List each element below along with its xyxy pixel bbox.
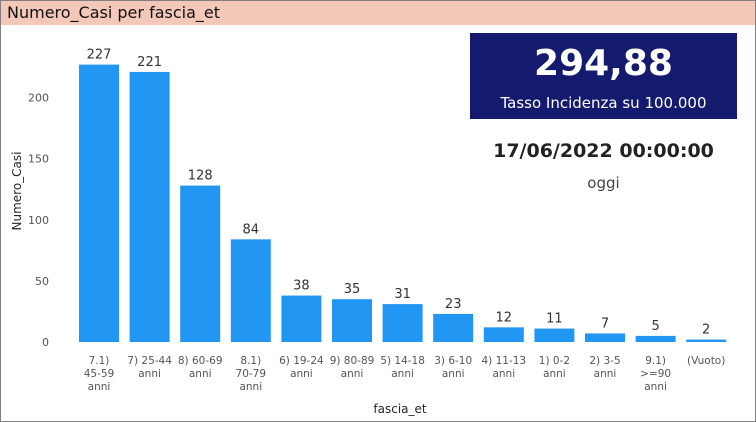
y-tick-label: 0 [42,336,49,349]
bar-value-label: 31 [394,287,411,302]
bar[interactable] [534,328,575,342]
bar[interactable] [483,327,524,342]
x-tick-label: 3) 6-10 anni [434,355,472,380]
bar[interactable] [332,299,372,342]
x-tick-label: 9.1) >=90 anni [640,355,671,393]
kpi-label: Tasso Incidenza su 100.000 [500,94,707,112]
bar-value-label: 38 [293,279,310,294]
bar-value-label: 7 [601,316,609,331]
x-tick-label: 6) 19-24 anni [279,355,324,380]
bar-series[interactable] [79,64,727,343]
y-axis-title: Numero_Casi [10,152,24,231]
x-tick-label: 5) 14-18 anni [380,355,425,380]
bar-value-label: 23 [445,297,462,312]
data-labels: 227 221 128 84 38 35 31 23 12 11 7 5 2 [87,48,711,338]
x-tick-label: 1) 0-2 anni [539,355,570,380]
bar[interactable] [433,313,474,342]
bar[interactable] [686,339,727,342]
bar-value-label: 84 [243,222,260,237]
x-tick-label: 9) 80-89 anni [330,355,375,380]
x-tick-label: 7.1) 45-59 anni [84,355,115,393]
y-tick-label: 50 [35,275,49,288]
bar-value-label: 227 [87,48,112,63]
bar-value-label: 2 [702,323,710,338]
x-tick-label: 2) 3-5 anni [589,355,620,380]
x-axis-title: fascia_et [373,402,426,416]
bar-value-label: 5 [651,319,659,334]
date-card-value: 17/06/2022 00:00:00 [493,140,714,162]
x-tick-label: (Vuoto) [687,355,725,367]
bar-value-label: 12 [496,310,513,325]
date-card-label: oggi [587,174,620,192]
bar[interactable] [180,185,221,342]
kpi-value: 294,88 [534,43,673,84]
x-tick-label: 8) 60-69 anni [178,355,223,380]
x-tick-label: 4) 11-13 anni [481,355,526,380]
x-tick-label: 8.1) 70-79 anni [236,355,267,393]
bar[interactable] [635,335,676,342]
bar-value-label: 221 [137,55,162,70]
bar[interactable] [585,333,625,342]
page-title: Numero_Casi per fascia_et [1,1,755,25]
bar[interactable] [382,304,423,342]
bar[interactable] [281,295,322,342]
bar-value-label: 35 [344,282,361,297]
x-tick-label: 7) 25-44 anni [127,355,172,380]
y-tick-label: 100 [28,214,49,227]
kpi-card[interactable]: 294,88 Tasso Incidenza su 100.000 [470,33,737,119]
y-axis: 0 50 100 150 200 [28,92,49,349]
bar[interactable] [79,64,119,342]
bar-value-label: 11 [546,312,563,327]
y-tick-label: 150 [28,153,49,166]
bar[interactable] [230,239,271,342]
y-tick-label: 200 [28,92,49,105]
bar-value-label: 128 [188,169,213,184]
bar[interactable] [129,71,170,343]
